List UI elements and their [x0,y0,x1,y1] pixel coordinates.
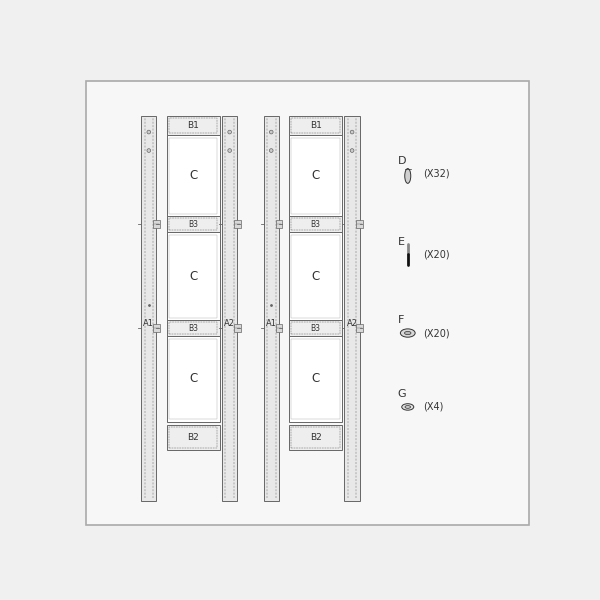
Ellipse shape [405,169,411,184]
Bar [292,218,340,230]
Bar [289,135,342,216]
Bar [169,118,217,133]
Bar [169,322,217,334]
Ellipse shape [350,130,354,134]
Bar [234,220,241,229]
Bar [263,116,279,501]
Ellipse shape [269,149,273,152]
Bar [167,135,220,216]
Text: A1: A1 [143,319,154,328]
Ellipse shape [228,149,232,152]
Bar [289,320,342,336]
Bar [169,137,217,214]
Ellipse shape [350,149,354,152]
Ellipse shape [269,130,273,134]
Text: C: C [189,373,197,385]
Ellipse shape [147,149,151,152]
Bar [292,338,340,419]
Bar [275,220,282,229]
Text: B1: B1 [310,121,322,130]
Text: C: C [189,169,197,182]
Text: B3: B3 [311,220,320,229]
Text: C: C [189,270,197,283]
Ellipse shape [404,331,411,335]
Bar [292,235,340,318]
Text: G: G [398,389,406,399]
Text: A2: A2 [347,319,358,328]
Bar [289,116,342,135]
Text: (X32): (X32) [423,169,449,179]
Text: B2: B2 [187,433,199,442]
Text: A1: A1 [266,319,277,328]
Text: E: E [398,236,404,247]
Bar [289,232,342,320]
Bar [292,427,340,448]
Ellipse shape [402,404,414,410]
Text: F: F [398,315,404,325]
Bar [141,116,157,501]
Bar [153,220,160,229]
Text: B3: B3 [311,323,320,332]
Text: D: D [398,156,406,166]
Text: A2: A2 [224,319,235,328]
Text: B2: B2 [310,433,322,442]
Bar [289,336,342,422]
Text: B1: B1 [187,121,199,130]
Bar [292,322,340,334]
Bar [234,324,241,332]
Bar [167,320,220,336]
Bar [356,220,363,229]
Ellipse shape [147,130,151,134]
Text: B3: B3 [188,323,198,332]
Bar [169,235,217,318]
Bar [292,118,340,133]
Text: C: C [311,270,320,283]
Text: C: C [311,169,320,182]
Ellipse shape [228,130,232,134]
Bar [153,324,160,332]
Bar [169,338,217,419]
Text: C: C [311,373,320,385]
Bar [167,425,220,450]
Ellipse shape [405,406,410,409]
Text: (X4): (X4) [423,402,443,412]
Bar [167,336,220,422]
Ellipse shape [400,329,415,337]
Bar [222,116,237,501]
Bar [289,425,342,450]
Bar [167,216,220,232]
Bar [292,137,340,214]
Bar [169,427,217,448]
Bar [289,216,342,232]
Bar [169,218,217,230]
Text: (X20): (X20) [423,328,449,338]
Text: B3: B3 [188,220,198,229]
Bar [167,232,220,320]
Bar [167,116,220,135]
Bar [356,324,363,332]
Text: (X20): (X20) [423,250,449,259]
Bar [275,324,282,332]
Bar [344,116,360,501]
